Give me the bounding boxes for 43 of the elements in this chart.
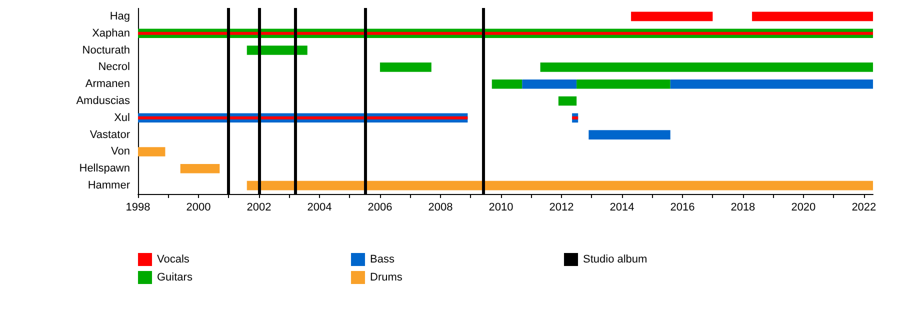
y-tick-label: Nocturath — [82, 44, 130, 56]
bar — [492, 79, 522, 89]
bar — [576, 79, 670, 89]
x-tick-label: 2022 — [852, 202, 876, 214]
x-tick-label: 2012 — [549, 202, 574, 214]
y-tick-label: Armanen — [85, 78, 130, 90]
x-tick-label: 2002 — [246, 202, 272, 214]
x-tick-label: 2008 — [428, 202, 453, 214]
bar — [180, 164, 220, 174]
y-tick-label: Hellspawn — [79, 162, 130, 175]
x-tick-label: 2000 — [186, 202, 211, 214]
x-tick-label: 2020 — [791, 202, 816, 214]
bar — [246, 180, 873, 190]
y-tick-label: Hag — [110, 10, 130, 22]
bar — [670, 79, 873, 89]
bar — [540, 62, 873, 72]
x-tick-label: 2018 — [730, 202, 756, 214]
y-tick-label: Xul — [114, 112, 130, 124]
bar — [380, 62, 432, 72]
legend-label: Vocals — [157, 254, 190, 266]
y-tick-label: Von — [111, 146, 130, 158]
bar — [138, 32, 873, 35]
y-tick-label: Vastator — [90, 128, 130, 141]
legend-label: Studio album — [583, 254, 648, 266]
x-tick-label: 2006 — [368, 202, 392, 214]
y-tick-label: Necrol — [98, 61, 130, 74]
legend-label: Drums — [370, 272, 403, 284]
x-tick-label: 2016 — [670, 202, 695, 214]
x-tick-label: 2004 — [307, 202, 332, 214]
y-tick-label: Xaphan — [92, 27, 130, 40]
x-tick-label: 2010 — [488, 202, 514, 214]
bar — [522, 79, 577, 89]
y-tick-label: Amduscias — [76, 95, 130, 107]
legend-label: Guitars — [157, 272, 193, 284]
bar — [138, 147, 166, 156]
legend-label: Bass — [370, 254, 395, 266]
bar — [588, 130, 670, 140]
bar — [246, 46, 308, 55]
x-tick-label: 2014 — [610, 202, 634, 214]
bar — [138, 116, 468, 120]
y-tick-label: Hammer — [88, 180, 130, 192]
bar — [558, 96, 577, 106]
x-tick-label: 1998 — [126, 202, 150, 214]
